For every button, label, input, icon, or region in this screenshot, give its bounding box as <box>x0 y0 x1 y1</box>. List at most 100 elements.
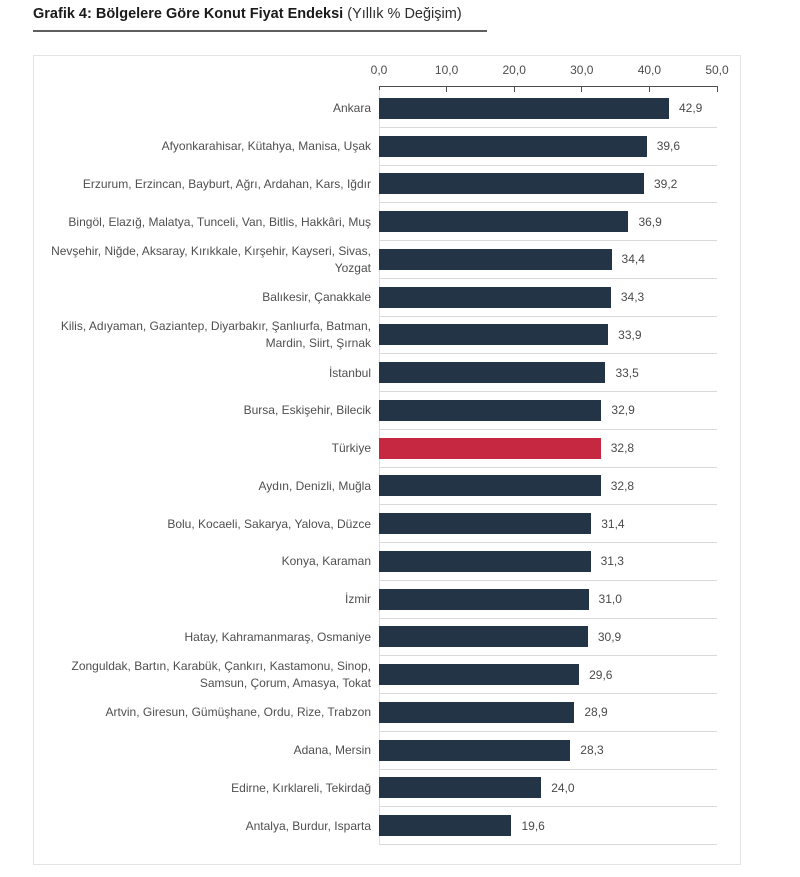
bar-track: 30,9 <box>379 619 717 657</box>
region-label: Bolu, Kocaeli, Sakarya, Yalova, Düzce <box>167 516 371 531</box>
bar-value-label: 32,8 <box>610 441 635 456</box>
region-label: Adana, Mersin <box>293 743 371 758</box>
chart-row: Bursa, Eskişehir, Bilecik 32,9 <box>34 392 740 430</box>
chart-row: Artvin, Giresun, Gümüşhane, Ordu, Rize, … <box>34 694 740 732</box>
bar-track: 28,3 <box>379 732 717 770</box>
bar-track: 31,3 <box>379 543 717 581</box>
bar-track: 34,3 <box>379 279 717 317</box>
bar <box>379 324 609 346</box>
bar-track: 31,4 <box>379 505 717 543</box>
region-label: Ankara <box>332 101 371 116</box>
x-tick-label: 10,0 <box>434 63 459 77</box>
bar-track: 29,6 <box>379 656 717 694</box>
bar-track: 28,9 <box>379 694 717 732</box>
bar-value-label: 34,3 <box>620 290 645 305</box>
bar-track: 33,9 <box>379 317 717 355</box>
region-label: Zonguldak, Bartın, Karabük, Çankırı, Kas… <box>71 659 372 691</box>
chart-row: Konya, Karaman 31,3 <box>34 543 740 581</box>
bar-track: 32,8 <box>379 468 717 506</box>
bar-value-label: 32,9 <box>611 403 635 418</box>
bar-value-label: 33,5 <box>615 365 639 380</box>
bar-track: 31,0 <box>379 581 717 619</box>
bar <box>379 173 644 195</box>
bar-value-label: 24,0 <box>551 780 575 795</box>
bar-value-label: 32,8 <box>610 478 635 493</box>
bar-value-label: 28,9 <box>584 705 608 720</box>
bar <box>379 588 589 610</box>
x-tick-label: 30,0 <box>570 63 594 77</box>
region-label: Balıkesir, Çanakkale <box>262 290 371 305</box>
x-tick-mark <box>716 86 718 92</box>
chart-row: Nevşehir, Niğde, Aksaray, Kırıkkale, Kır… <box>34 241 740 279</box>
chart-row: Afyonkarahisar, Kütahya, Manisa, Uşak 39… <box>34 128 740 166</box>
chart-row: Balıkesir, Çanakkale 34,3 <box>34 279 740 317</box>
bar <box>379 97 669 119</box>
chart-container: 0,0 10,0 20,0 30,0 40,0 50,0 Ankara 42,9 Afyo… <box>33 55 741 865</box>
bar-track: 32,9 <box>379 392 717 430</box>
chart-row: İstanbul 33,5 <box>34 354 740 392</box>
bar-track: 33,5 <box>379 354 717 392</box>
bar <box>379 550 591 572</box>
bar-value-label: 31,4 <box>601 516 625 531</box>
region-label: Hatay, Kahramanmaraş, Osmaniye <box>184 629 371 644</box>
bar-value-label: 39,6 <box>656 139 681 154</box>
chart-title-main: Grafik 4: Bölgelere Göre Konut Fiyat End… <box>33 6 344 22</box>
bar <box>379 626 588 648</box>
bar <box>379 248 612 270</box>
bar-value-label: 33,9 <box>618 327 642 342</box>
bar <box>379 211 629 233</box>
chart-row: Ankara 42,9 <box>34 90 740 128</box>
region-label: Konya, Karaman <box>281 554 371 569</box>
chart-row: Zonguldak, Bartın, Karabük, Çankırı, Kas… <box>34 656 740 694</box>
bar-value-label: 19,6 <box>521 818 545 833</box>
chart-row: Adana, Mersin 28,3 <box>34 732 740 770</box>
chart-row: Türkiye 32,8 <box>34 430 740 468</box>
bar-track: 39,2 <box>379 166 717 204</box>
bar-value-label: 34,4 <box>621 252 645 267</box>
chart-row: Aydın, Denizli, Muğla 32,8 <box>34 468 740 506</box>
title-underline <box>33 30 487 32</box>
bar-highlighted <box>379 437 601 459</box>
chart-row: Bingöl, Elazığ, Malatya, Tunceli, Van, B… <box>34 203 740 241</box>
bar-value-label: 31,0 <box>598 592 622 607</box>
region-label: Bursa, Eskişehir, Bilecik <box>243 403 371 418</box>
zero-baseline <box>379 90 380 845</box>
bar <box>379 475 601 497</box>
bar-value-label: 39,2 <box>653 176 678 191</box>
bar <box>379 513 592 535</box>
chart-row: Bolu, Kocaeli, Sakarya, Yalova, Düzce 31… <box>34 505 740 543</box>
bar <box>379 664 580 686</box>
x-tick-label: 0,0 <box>370 63 388 77</box>
region-label: Edirne, Kırklareli, Tekirdağ <box>231 780 371 795</box>
bar-track: 42,9 <box>379 90 717 128</box>
region-label: Artvin, Giresun, Gümüşhane, Ordu, Rize, … <box>105 705 371 720</box>
chart-title-subtitle: (Yıllık % Değişim) <box>347 6 462 22</box>
bar-track: 19,6 <box>379 807 717 845</box>
x-tick-mark <box>648 86 650 92</box>
bar-track: 36,9 <box>379 203 717 241</box>
region-label: Bingöl, Elazığ, Malatya, Tunceli, Van, B… <box>68 214 371 229</box>
bar <box>379 135 647 157</box>
x-tick-mark <box>378 86 380 92</box>
x-tick-label: 50,0 <box>705 63 729 77</box>
bar-value-label: 36,9 <box>638 214 662 229</box>
x-tick-label: 20,0 <box>502 63 526 77</box>
chart-row: Kilis, Adıyaman, Gaziantep, Diyarbakır, … <box>34 317 740 355</box>
region-label: Türkiye <box>331 441 371 456</box>
chart-row: Erzurum, Erzincan, Bayburt, Ağrı, Ardaha… <box>34 166 740 204</box>
bar-value-label: 30,9 <box>597 629 622 644</box>
bar-value-label: 31,3 <box>600 554 624 569</box>
region-label: Kilis, Adıyaman, Gaziantep, Diyarbakır, … <box>60 319 371 351</box>
chart-rows: Ankara 42,9 Afyonkarahisar, Kütahya, Man… <box>34 90 740 845</box>
region-label: Afyonkarahisar, Kütahya, Manisa, Uşak <box>161 139 371 154</box>
bar-track: 24,0 <box>379 770 717 808</box>
x-tick-mark <box>513 86 515 92</box>
chart-title: Grafik 4: Bölgelere Göre Konut Fiyat End… <box>33 6 462 22</box>
x-tick-mark <box>581 86 583 92</box>
bar-value-label: 28,3 <box>580 743 604 758</box>
chart-row: Edirne, Kırklareli, Tekirdağ 24,0 <box>34 770 740 808</box>
region-label: Aydın, Denizli, Muğla <box>258 478 372 493</box>
chart-row: Antalya, Burdur, Isparta 19,6 <box>34 807 740 845</box>
x-tick-label: 40,0 <box>637 63 662 77</box>
bar-track: 34,4 <box>379 241 717 279</box>
